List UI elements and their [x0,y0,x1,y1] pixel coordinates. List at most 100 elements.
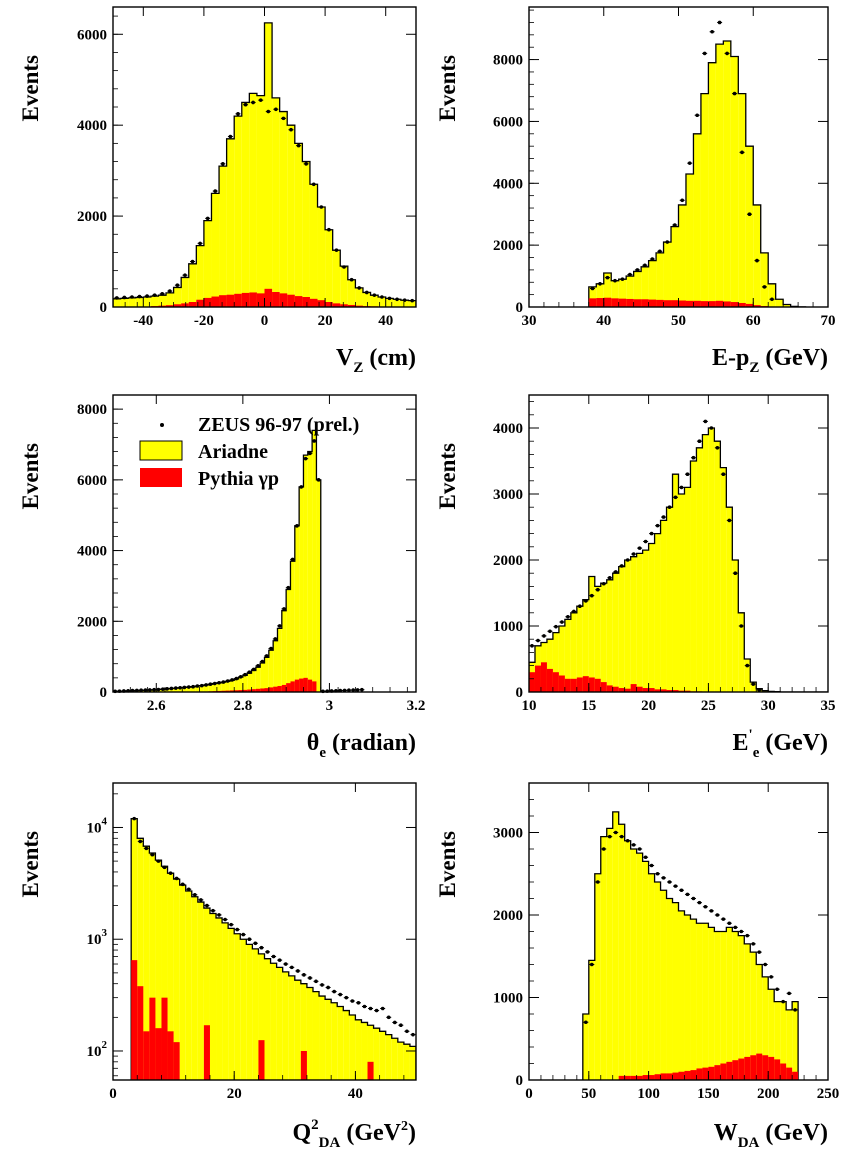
bkg-bar [750,1055,757,1080]
bkg-bar [249,292,257,307]
x-axis-label: θe (radian) [307,730,416,761]
bkg-bar [618,688,625,692]
mc-bar [355,1019,362,1080]
mc-bar [135,297,144,307]
mc-bar [648,543,655,692]
mc-bar [158,295,167,307]
bkg-bar [745,303,754,307]
panel-6: 0 50 100 150 200 250 0 1000 2000 3000 Events WDA (G… [435,782,839,1149]
mc-bar [738,612,745,692]
bkg-bar [708,1066,715,1080]
mc-bar [715,44,724,307]
bkg-bar [642,688,649,692]
bkg-bar [660,689,667,692]
bkg-bar [251,689,256,692]
y-tick-label: 1000 [493,619,523,635]
x-tick-label: 60 [746,313,761,329]
mc-bar [732,560,739,692]
mc-bar [300,983,307,1080]
bkg-bar [723,301,731,307]
mc-bar [137,838,144,1080]
mc-bar [208,684,213,692]
mc-bar [264,22,273,307]
mc-bar [294,525,300,692]
mc-bar [279,111,288,307]
mc-bar [131,818,138,1080]
x-tick-label: 40 [596,313,611,329]
mc-bar [753,204,761,307]
bkg-bar [618,298,627,307]
mc-bar [702,434,709,692]
mc-bar [186,687,191,692]
mc-bar [678,494,685,692]
bkg-bar [264,688,269,692]
mc-bar [276,967,283,1080]
mc-bar [666,898,673,1080]
x-tick-label: 0 [525,1086,533,1102]
y-axis-label: Events [18,831,43,898]
bkg-bar [256,293,265,307]
bkg-bar [648,299,657,307]
mc-bar [641,266,649,307]
bkg-bar [131,960,138,1080]
mc-bar [190,686,196,692]
bkg-bar [636,686,643,692]
mc-bar [642,861,649,1080]
bkg-bar [325,302,333,307]
mc-bar [385,1034,392,1080]
mc-bar [199,685,204,692]
bkg-bar [203,297,212,307]
mc-bar [594,873,601,1080]
mc-bar [240,939,247,1080]
bkg-bar [612,686,619,692]
mc-bar [792,1001,799,1080]
bkg-bar [167,1031,174,1080]
bkg-bar [367,1061,374,1080]
y-tick-label: 0 [516,300,524,316]
mc-bar [409,1046,416,1080]
plot-area [113,22,416,307]
mc-bar [316,479,321,692]
mc-bar [702,923,709,1080]
mc-bar [268,650,274,692]
mc-bar [660,520,667,692]
bkg-bar [702,1067,709,1080]
x-axis-label: E-pZ (GeV) [712,345,828,376]
bkg-bar [624,688,631,692]
mc-bar [347,279,356,307]
mc-bar [708,927,715,1080]
panel-2: 30 40 50 60 70 0 2000 4000 6000 8000 Events E-pZ (G… [435,6,836,376]
plot-frame [528,394,829,693]
bkg-bar [624,1075,631,1080]
mc-bar [238,677,243,692]
mc-bar [708,62,716,307]
mc-bar [307,451,313,692]
mc-bar [128,297,136,307]
mc-bar [264,657,269,692]
mc-bar [558,626,565,692]
mc-bar [732,931,739,1080]
bkg-bar [277,685,282,692]
mc-bar [212,683,217,692]
mc-bar [671,226,679,307]
bkg-bar [166,305,174,307]
bkg-bar [225,690,230,692]
mc-bar [696,447,703,692]
mc-bar [317,207,326,307]
mc-bar [179,885,186,1080]
x-axis-label: VZ (cm) [336,345,416,376]
bkg-bar [596,298,604,307]
mc-bar [744,943,751,1080]
mc-bar [685,174,694,307]
mc-bar [303,455,308,692]
mc-bar [780,1001,787,1080]
mc-bar [546,639,553,692]
mc-bar [612,573,619,692]
bkg-bar [303,677,308,692]
mc-bar [408,300,416,307]
mc-bar [349,1014,356,1080]
mc-bar [774,1001,781,1080]
bkg-bar [234,293,242,307]
mc-bar [149,853,156,1080]
x-tick-label: 0 [109,1086,117,1102]
